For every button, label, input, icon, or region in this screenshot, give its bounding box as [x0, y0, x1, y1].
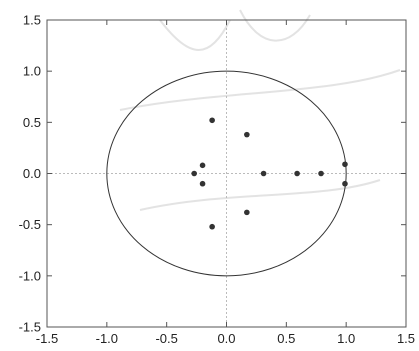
data-point	[244, 209, 250, 216]
x-tick-label: -0.5	[155, 331, 177, 346]
x-tick-label: 0.0	[217, 331, 235, 346]
data-point	[318, 170, 324, 177]
y-tick-label: 1.0	[23, 64, 41, 79]
y-tick-label: 0.5	[23, 115, 41, 130]
data-point	[294, 170, 300, 177]
data-point	[209, 223, 215, 230]
x-tick-label: 0.5	[277, 331, 295, 346]
y-tick-label: 1.5	[23, 13, 41, 28]
data-point	[342, 161, 348, 168]
y-tick-label: -1.0	[19, 268, 41, 283]
data-point	[260, 170, 267, 177]
data-point	[199, 180, 206, 187]
x-tick-label: 1.5	[397, 331, 415, 346]
x-tick-label: 1.0	[337, 331, 355, 346]
data-point	[244, 131, 250, 138]
y-tick-label: -1.5	[19, 320, 41, 335]
y-tick-label: 0.0	[23, 166, 41, 181]
plot-area: -1.5 -1.0 -0.5 0.0 0.5 1.0 1.5 -1.5 -1.0 -0.5 0.0 0…	[19, 13, 415, 347]
background-watermark	[119, 9, 401, 211]
data-point	[209, 117, 215, 124]
y-tick-label: -0.5	[19, 217, 41, 232]
data-point	[191, 170, 197, 177]
data-point	[199, 162, 206, 169]
x-tick-label: -1.5	[36, 331, 58, 346]
data-point	[342, 180, 348, 187]
unit-circle	[106, 70, 347, 277]
x-tick-label: -1.0	[96, 331, 118, 346]
